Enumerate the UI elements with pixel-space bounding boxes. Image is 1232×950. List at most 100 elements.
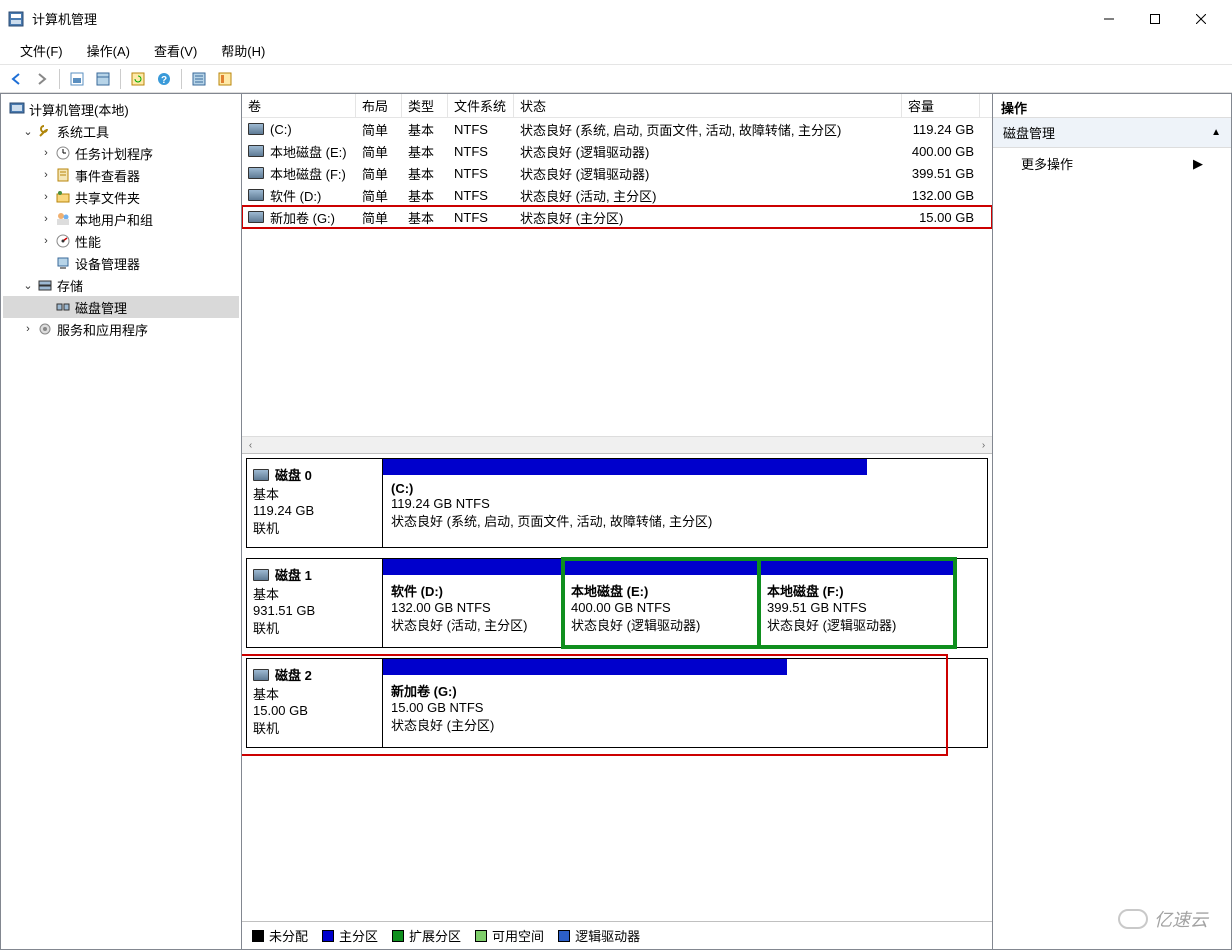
- cloud-icon: [1118, 909, 1148, 929]
- disk-partitions: 新加卷 (G:)15.00 GB NTFS状态良好 (主分区): [382, 658, 988, 748]
- actions-category-label: 磁盘管理: [1003, 123, 1055, 142]
- up-level-button[interactable]: [65, 67, 89, 91]
- device-icon: [55, 255, 71, 271]
- actions-more-label: 更多操作: [1021, 154, 1073, 173]
- volume-row[interactable]: 本地磁盘 (E:)简单基本NTFS状态良好 (逻辑驱动器)400.00 GB: [242, 140, 992, 162]
- volume-row[interactable]: 软件 (D:)简单基本NTFS状态良好 (活动, 主分区)132.00 GB: [242, 184, 992, 206]
- volume-row[interactable]: (C:)简单基本NTFS状态良好 (系统, 启动, 页面文件, 活动, 故障转储…: [242, 118, 992, 140]
- legend-free: 可用空间: [475, 926, 544, 945]
- column-header-type[interactable]: 类型: [402, 94, 448, 117]
- properties-button[interactable]: [91, 67, 115, 91]
- disk-block: 磁盘 2基本15.00 GB联机新加卷 (G:)15.00 GB NTFS状态良…: [246, 658, 988, 748]
- tree-label: 本地用户和组: [75, 210, 153, 229]
- volume-list: 卷布局类型文件系统状态容量 (C:)简单基本NTFS状态良好 (系统, 启动, …: [242, 94, 992, 454]
- partition[interactable]: 软件 (D:)132.00 GB NTFS状态良好 (活动, 主分区): [383, 559, 563, 647]
- disk-partitions: 软件 (D:)132.00 GB NTFS状态良好 (活动, 主分区)本地磁盘 …: [382, 558, 988, 648]
- disk-block: 磁盘 0基本119.24 GB联机(C:)119.24 GB NTFS状态良好 …: [246, 458, 988, 548]
- menu-help[interactable]: 帮助(H): [209, 37, 277, 64]
- tools-icon: [37, 123, 53, 139]
- collapse-icon[interactable]: ⌄: [21, 125, 35, 138]
- actions-header: 操作: [993, 94, 1231, 118]
- close-button[interactable]: [1178, 0, 1224, 37]
- disk-label[interactable]: 磁盘 1基本931.51 GB联机: [246, 558, 382, 648]
- partition[interactable]: 本地磁盘 (E:)400.00 GB NTFS状态良好 (逻辑驱动器): [563, 559, 759, 647]
- legend-logical: 逻辑驱动器: [558, 926, 640, 945]
- svg-text:?: ?: [161, 75, 167, 86]
- tree-services-apps[interactable]: › 服务和应用程序: [3, 318, 239, 340]
- tree-label: 共享文件夹: [75, 188, 140, 207]
- menu-action[interactable]: 操作(A): [75, 37, 142, 64]
- tree-label: 事件查看器: [75, 166, 140, 185]
- disk-mgmt-icon: [55, 299, 71, 315]
- disk-partitions: (C:)119.24 GB NTFS状态良好 (系统, 启动, 页面文件, 活动…: [382, 458, 988, 548]
- column-header-fs[interactable]: 文件系统: [448, 94, 514, 117]
- expand-icon[interactable]: ›: [39, 169, 53, 181]
- performance-icon: [55, 233, 71, 249]
- expand-icon[interactable]: ›: [39, 147, 53, 159]
- tree-pane: 计算机管理(本地) ⌄ 系统工具 › 任务计划程序 › 事件查看器 › 共享文件…: [0, 94, 242, 950]
- column-header-volume[interactable]: 卷: [242, 94, 356, 117]
- disk-graphical-view: 磁盘 0基本119.24 GB联机(C:)119.24 GB NTFS状态良好 …: [242, 454, 992, 921]
- menu-file[interactable]: 文件(F): [8, 37, 75, 64]
- partition[interactable]: 本地磁盘 (F:)399.51 GB NTFS状态良好 (逻辑驱动器): [759, 559, 955, 647]
- tree-label: 设备管理器: [75, 254, 140, 273]
- tree-event-viewer[interactable]: › 事件查看器: [3, 164, 239, 186]
- clock-icon: [55, 145, 71, 161]
- actions-more[interactable]: 更多操作 ▶: [993, 148, 1231, 179]
- middle-pane: 卷布局类型文件系统状态容量 (C:)简单基本NTFS状态良好 (系统, 启动, …: [242, 94, 992, 950]
- column-header-status[interactable]: 状态: [514, 94, 902, 117]
- tree-shared-folders[interactable]: › 共享文件夹: [3, 186, 239, 208]
- collapse-up-icon: ▲: [1211, 127, 1221, 138]
- tree-disk-management[interactable]: › 磁盘管理: [3, 296, 239, 318]
- volume-list-header: 卷布局类型文件系统状态容量: [242, 94, 992, 118]
- help-button[interactable]: ?: [152, 67, 176, 91]
- actions-pane: 操作 磁盘管理 ▲ 更多操作 ▶: [992, 94, 1232, 950]
- menu-view[interactable]: 查看(V): [142, 37, 209, 64]
- expand-icon[interactable]: ›: [21, 323, 35, 335]
- legend-unallocated: 未分配: [252, 926, 308, 945]
- watermark: 亿速云: [1118, 906, 1208, 932]
- view-list-button[interactable]: [187, 67, 211, 91]
- partition[interactable]: (C:)119.24 GB NTFS状态良好 (系统, 启动, 页面文件, 活动…: [383, 459, 867, 547]
- scroll-right-icon[interactable]: ›: [975, 437, 992, 454]
- view-detail-button[interactable]: [213, 67, 237, 91]
- tree-label: 系统工具: [57, 122, 109, 141]
- collapse-icon[interactable]: ⌄: [21, 279, 35, 292]
- tree-root-label: 计算机管理(本地): [29, 100, 129, 119]
- tree-label: 磁盘管理: [75, 298, 127, 317]
- tree-root[interactable]: 计算机管理(本地): [3, 98, 239, 120]
- disk-label[interactable]: 磁盘 2基本15.00 GB联机: [246, 658, 382, 748]
- storage-icon: [37, 277, 53, 293]
- tree-device-manager[interactable]: › 设备管理器: [3, 252, 239, 274]
- computer-icon: [9, 101, 25, 117]
- actions-category[interactable]: 磁盘管理 ▲: [993, 118, 1231, 148]
- refresh-button[interactable]: [126, 67, 150, 91]
- expand-icon[interactable]: ›: [39, 235, 53, 247]
- tree-system-tools[interactable]: ⌄ 系统工具: [3, 120, 239, 142]
- tree-performance[interactable]: › 性能: [3, 230, 239, 252]
- tree-task-scheduler[interactable]: › 任务计划程序: [3, 142, 239, 164]
- scroll-left-icon[interactable]: ‹: [242, 437, 259, 454]
- tree-storage[interactable]: ⌄ 存储: [3, 274, 239, 296]
- tree-label: 服务和应用程序: [57, 320, 148, 339]
- chevron-right-icon: ▶: [1193, 156, 1203, 172]
- legend: 未分配 主分区 扩展分区 可用空间 逻辑驱动器: [242, 921, 992, 949]
- expand-icon[interactable]: ›: [39, 191, 53, 203]
- horizontal-scrollbar[interactable]: ‹ ›: [242, 436, 992, 453]
- tree-local-users[interactable]: › 本地用户和组: [3, 208, 239, 230]
- services-icon: [37, 321, 53, 337]
- tree-label: 存储: [57, 276, 83, 295]
- nav-forward-button[interactable]: [30, 67, 54, 91]
- partition[interactable]: 新加卷 (G:)15.00 GB NTFS状态良好 (主分区): [383, 659, 787, 747]
- maximize-button[interactable]: [1132, 0, 1178, 37]
- column-header-capacity[interactable]: 容量: [902, 94, 980, 117]
- legend-primary: 主分区: [322, 926, 378, 945]
- volume-row[interactable]: 新加卷 (G:)简单基本NTFS状态良好 (主分区)15.00 GB: [242, 206, 992, 228]
- disk-label[interactable]: 磁盘 0基本119.24 GB联机: [246, 458, 382, 548]
- nav-back-button[interactable]: [4, 67, 28, 91]
- column-header-layout[interactable]: 布局: [356, 94, 402, 117]
- minimize-button[interactable]: [1086, 0, 1132, 37]
- volume-row[interactable]: 本地磁盘 (F:)简单基本NTFS状态良好 (逻辑驱动器)399.51 GB: [242, 162, 992, 184]
- users-icon: [55, 211, 71, 227]
- expand-icon[interactable]: ›: [39, 213, 53, 225]
